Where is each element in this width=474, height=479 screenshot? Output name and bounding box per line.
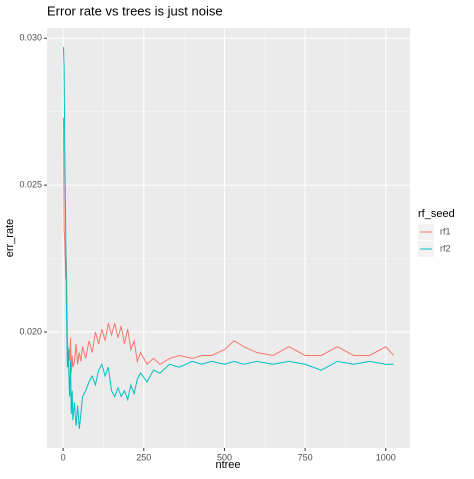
y-tick-label: 0.030: [19, 33, 42, 43]
x-tick-label: 1000: [376, 452, 396, 462]
y-tick-label: 0.020: [19, 326, 42, 336]
legend-label: rf1: [440, 226, 451, 236]
chart-title: Error rate vs trees is just noise: [47, 3, 223, 18]
y-tick-label: 0.025: [19, 180, 42, 190]
series-line: [62, 47, 394, 429]
x-tick-label: 500: [217, 452, 232, 462]
x-axis-label: ntree: [215, 459, 240, 471]
x-tick-label: 250: [136, 452, 151, 462]
legend-label: rf2: [440, 243, 451, 253]
legend-title: rf_seed: [418, 208, 455, 220]
y-axis-label: err_rate: [4, 219, 16, 258]
panel: [47, 28, 410, 448]
series-line: [62, 117, 394, 374]
x-tick-label: 0: [61, 452, 66, 462]
x-tick-label: 750: [298, 452, 313, 462]
